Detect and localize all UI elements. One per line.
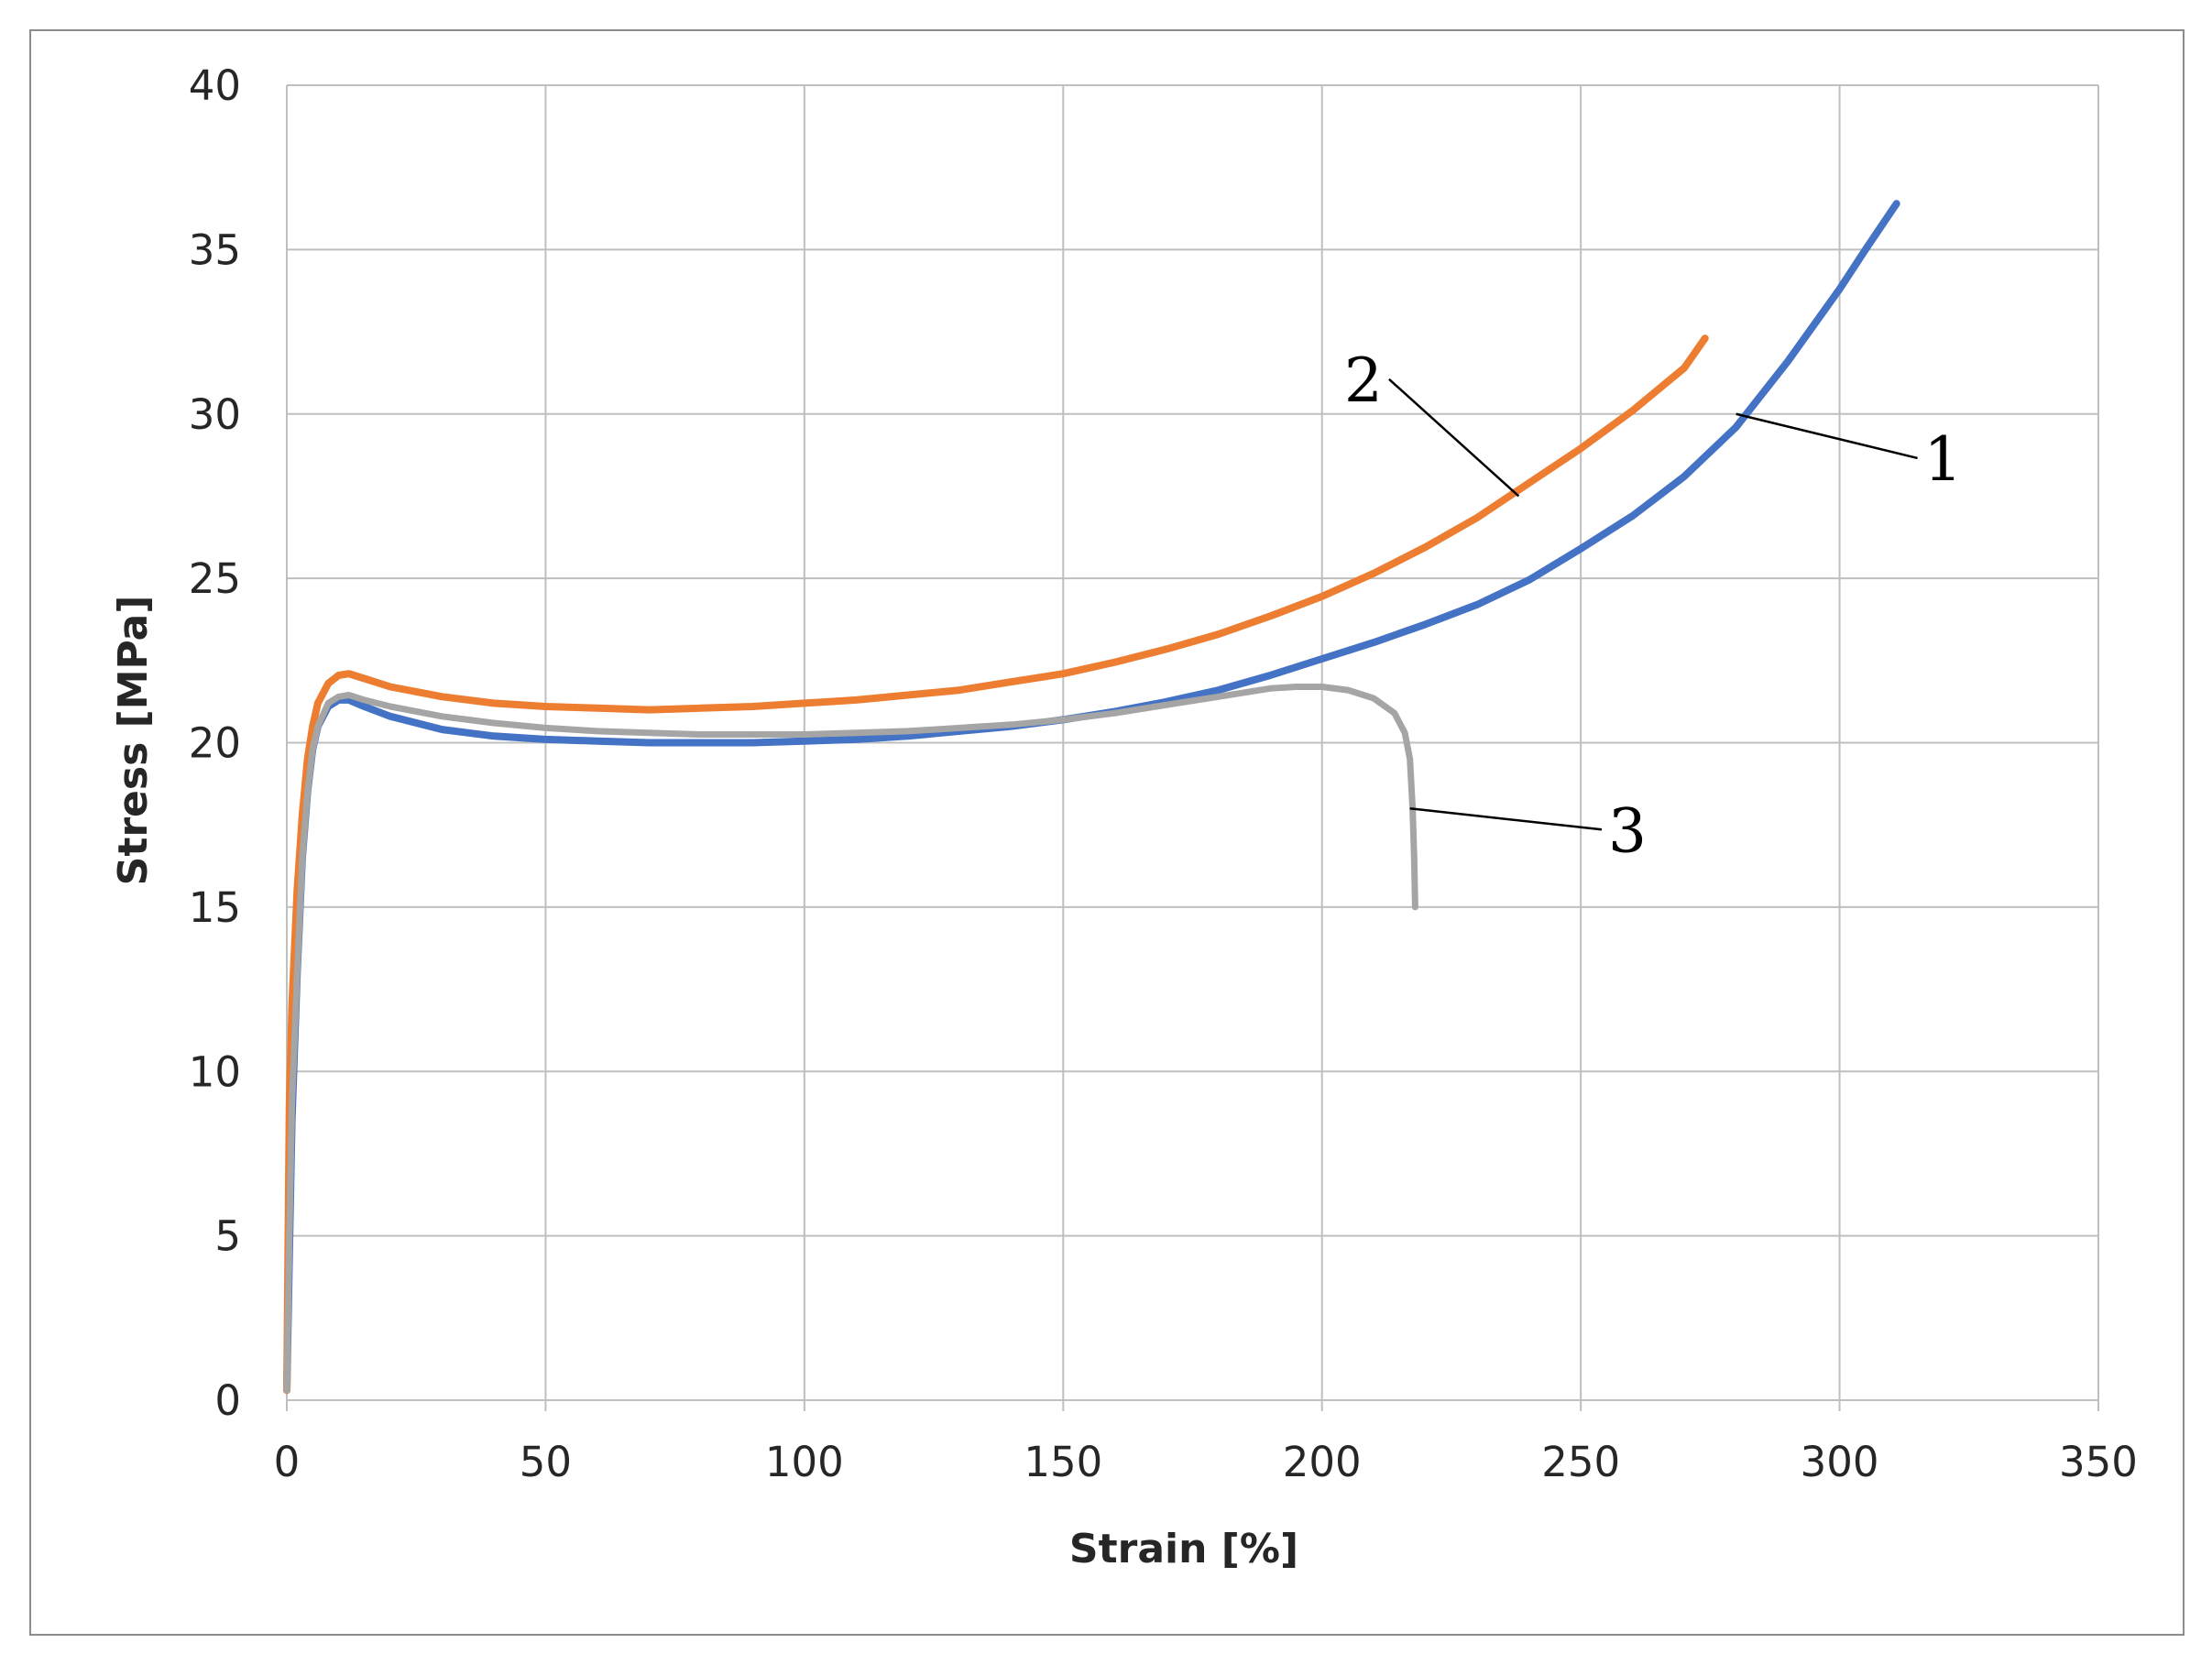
y-tick-label: 30 <box>189 390 241 439</box>
annotation-label-3: 3 <box>1608 795 1647 866</box>
annotation-leader-line <box>1736 412 1918 460</box>
x-tick-label: 0 <box>274 1438 301 1486</box>
chart-frame <box>29 29 2185 1636</box>
x-tick-label: 150 <box>1024 1438 1102 1486</box>
series-lines <box>283 200 1900 1395</box>
x-tick-label: 100 <box>765 1438 844 1486</box>
grid <box>286 84 2099 1411</box>
y-tick-label: 40 <box>189 61 241 110</box>
y-tick-label: 0 <box>214 1376 241 1425</box>
annotations: 1 2 3 <box>1344 345 1963 866</box>
y-axis-title: Stress [MPa] <box>110 596 157 886</box>
x-tick-label: 200 <box>1283 1438 1362 1486</box>
series-1-line <box>283 200 1900 1395</box>
y-tick-label: 10 <box>189 1047 241 1096</box>
x-tick-label: 50 <box>520 1438 572 1486</box>
annotation-label-1: 1 <box>1924 424 1963 495</box>
x-tick-label: 300 <box>1801 1438 1879 1486</box>
x-tick-label: 250 <box>1541 1438 1620 1486</box>
annotation-label-2: 2 <box>1344 345 1383 416</box>
y-tick-label: 5 <box>214 1212 241 1261</box>
y-tick-label: 25 <box>189 554 241 603</box>
y-tick-label: 20 <box>189 719 241 768</box>
annotation-leader-line <box>1388 378 1520 498</box>
series-3-line <box>283 684 1418 1394</box>
y-tick-label: 15 <box>189 883 241 932</box>
annotation-leader-line <box>1409 807 1603 831</box>
x-tick-label: 350 <box>2059 1438 2138 1486</box>
tick-labels: 0 50 100 150 200 250 300 350 0 5 10 15 20 25 30 35 40 <box>189 61 2138 1486</box>
y-tick-label: 35 <box>189 225 241 274</box>
x-axis-title: Strain [%] <box>1069 1526 1298 1572</box>
series-2-line <box>283 334 1709 1395</box>
